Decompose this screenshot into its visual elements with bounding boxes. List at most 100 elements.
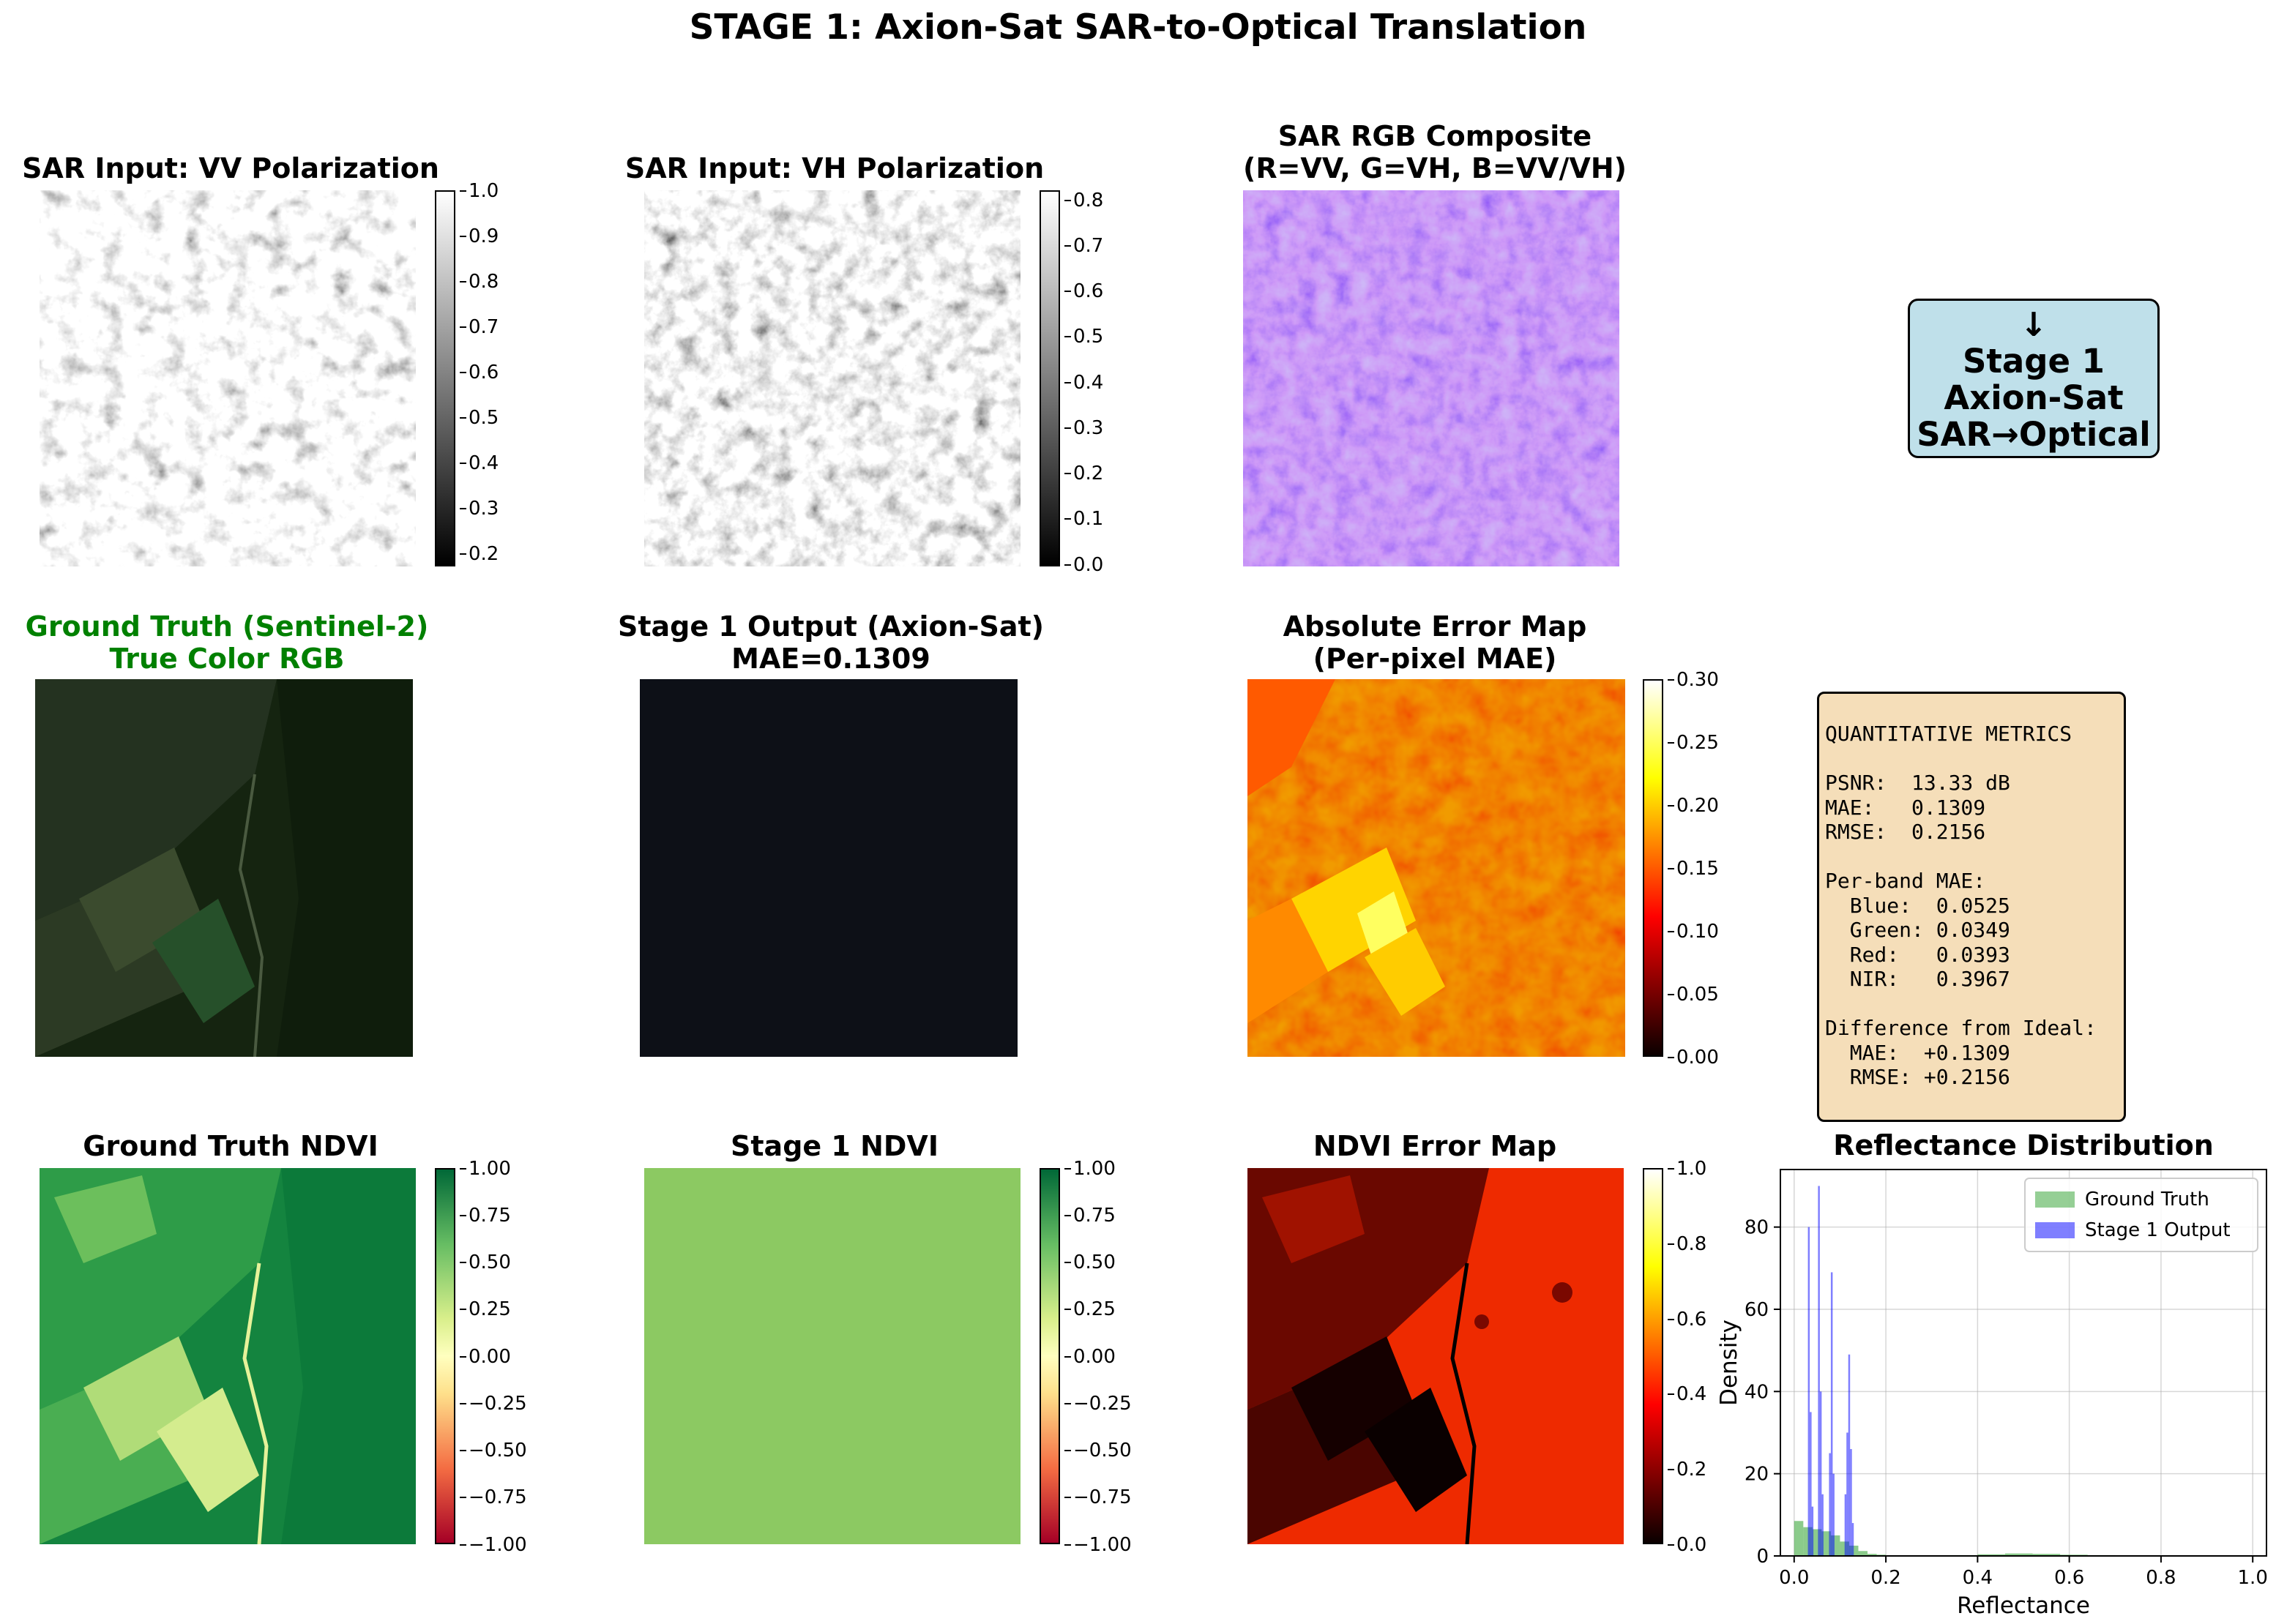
abs-err-tick: 0.00: [1668, 1047, 1719, 1069]
stage-box-line: Stage 1: [1963, 342, 2105, 381]
gt-ndvi-colorbar: [435, 1168, 455, 1544]
figure-title: STAGE 1: Axion-Sat SAR-to-Optical Transl…: [689, 7, 1587, 48]
stage1-output-bar: [1821, 1494, 1824, 1556]
vh-image: [644, 190, 1021, 566]
stage1-output-bar: [1819, 1391, 1822, 1556]
stage1-output-bar: [1850, 1448, 1852, 1556]
ndvi-err-tick: 0.2: [1667, 1459, 1707, 1481]
stage-1-box: ↓ Stage 1 Axion-Sat SAR→Optical: [1908, 299, 2160, 458]
x-tick-label: 0.6: [2054, 1567, 2084, 1589]
vh-colorbar: [1040, 190, 1060, 566]
abs-err-tick: 0.20: [1668, 795, 1719, 817]
s1-ndvi-tick: −0.25: [1064, 1393, 1132, 1415]
s1-ndvi-panel-title: Stage 1 NDVI: [731, 1130, 939, 1162]
rgb-title-line2: (R=VV, G=VH, B=VV/VH): [1242, 152, 1627, 184]
x-tick-label: 0.0: [1779, 1567, 1809, 1589]
vv-tick: 0.7: [459, 316, 499, 338]
stage1-output-bar: [1832, 1473, 1835, 1556]
gt-ndvi-tick: −0.75: [460, 1486, 527, 1508]
stage1-output-bar: [1829, 1453, 1831, 1556]
s1-ndvi-tick: −1.00: [1064, 1534, 1132, 1556]
vv-tick: 0.6: [459, 362, 499, 383]
abs-err-colorbar: [1643, 679, 1663, 1057]
vv-tick: 0.4: [459, 452, 499, 474]
x-tick-label: 1.0: [2238, 1567, 2268, 1589]
histogram-title: Reflectance Distribution: [1833, 1129, 2214, 1161]
stage1-output-image: [640, 679, 1018, 1057]
vv-panel-title: SAR Input: VV Polarization: [22, 152, 439, 184]
s1-ndvi-tick: −0.50: [1064, 1440, 1132, 1462]
stage1-output-bar: [1818, 1186, 1820, 1556]
plot-frame: [1780, 1169, 2267, 1557]
rgb-panel-title: SAR RGB Composite (R=VV, G=VH, B=VV/VH): [1142, 120, 1728, 184]
ndvi-err-tick: 0.6: [1667, 1309, 1707, 1331]
abs-err-tick: 0.05: [1668, 984, 1719, 1006]
stage-box-line: SAR→Optical: [1917, 415, 2151, 454]
vv-tick: 0.2: [459, 543, 499, 565]
gt-title-line1: Ground Truth (Sentinel-2): [25, 610, 429, 643]
ndvi-err-colorbar: [1643, 1168, 1663, 1544]
y-tick-label: 20: [1745, 1464, 1769, 1486]
y-tick-label: 60: [1745, 1299, 1769, 1321]
abs-err-title-line1: Absolute Error Map: [1283, 610, 1587, 643]
s1-ndvi-tick: 0.00: [1064, 1346, 1116, 1368]
metrics-line: NIR: 0.3967: [1825, 967, 2010, 991]
ground-truth-bar: [1794, 1521, 1804, 1556]
ndvi-error-map-image: [1247, 1168, 1624, 1544]
abs-err-title-line2: (Per-pixel MAE): [1313, 643, 1557, 675]
gt-ndvi-tick: −0.50: [460, 1440, 527, 1462]
gt-title-line2: True Color RGB: [109, 643, 345, 675]
ground-truth-bar: [2004, 1553, 2033, 1556]
stage1-output-bar: [1844, 1494, 1847, 1556]
gt-ndvi-tick: 0.25: [460, 1298, 511, 1320]
stage1-output-bar: [1807, 1227, 1810, 1556]
abs-err-tick: 0.30: [1668, 669, 1719, 691]
x-tick-label: 0.2: [1870, 1567, 1900, 1589]
metrics-line: [1825, 845, 2124, 869]
y-tick-label: 0: [1756, 1546, 1769, 1568]
stage1-output-bar: [1810, 1412, 1812, 1556]
vh-tick: 0.0: [1064, 554, 1104, 576]
ground-truth-bar: [1821, 1531, 1831, 1556]
vv-tick: 0.5: [459, 407, 499, 429]
stage1-output-bar: [1848, 1354, 1851, 1556]
gt-ndvi-panel-title: Ground Truth NDVI: [83, 1130, 378, 1162]
y-tick-label: 40: [1745, 1381, 1769, 1403]
metrics-line: RMSE: +0.2156: [1825, 1065, 2010, 1089]
metrics-line: Difference from Ideal:: [1825, 1016, 2097, 1040]
abs-err-panel-title: Absolute Error Map (Per-pixel MAE): [1201, 610, 1669, 675]
quantitative-metrics-box: QUANTITATIVE METRICS PSNR: 13.33 dB MAE: …: [1817, 692, 2126, 1122]
stage1-output-bar: [1846, 1432, 1848, 1556]
vv-tick: 0.9: [459, 225, 499, 247]
s1-ndvi-tick: 1.00: [1064, 1158, 1116, 1180]
vh-tick: 0.7: [1064, 235, 1104, 257]
legend-label: Stage 1 Output: [2085, 1219, 2231, 1241]
gt-ndvi-tick: 1.00: [460, 1158, 511, 1180]
down-arrow-icon: ↓: [2020, 305, 2048, 344]
abs-err-tick: 0.10: [1668, 921, 1719, 943]
ground-truth-bar: [2032, 1554, 2061, 1556]
metrics-line: Per-band MAE:: [1825, 869, 1986, 893]
vh-tick: 0.5: [1064, 326, 1104, 348]
ndvi-err-tick: 0.0: [1667, 1534, 1707, 1556]
stage1-output-bar: [1830, 1272, 1833, 1556]
rgb-title-line1: SAR RGB Composite: [1277, 120, 1592, 152]
legend-swatch: [2035, 1222, 2075, 1238]
gt-ndvi-tick: −1.00: [460, 1534, 527, 1556]
vh-tick: 0.8: [1064, 190, 1104, 212]
ground-truth-bar: [1977, 1554, 2005, 1556]
gt-ndvi-tick: 0.00: [460, 1346, 511, 1368]
ndvi-err-tick: 1.0: [1667, 1158, 1707, 1180]
metrics-line: QUANTITATIVE METRICS: [1825, 722, 2072, 746]
metrics-line: Green: 0.0349: [1825, 918, 2010, 942]
gt-ndvi-tick: 0.75: [460, 1205, 511, 1227]
ndvi-err-tick: 0.4: [1667, 1383, 1707, 1405]
stage1-title-line2: MAE=0.1309: [731, 643, 930, 675]
ground-truth-bar: [1858, 1551, 1868, 1556]
s1-ndvi-tick: 0.75: [1064, 1205, 1116, 1227]
vh-tick: 0.1: [1064, 508, 1104, 530]
legend-label: Ground Truth: [2085, 1189, 2209, 1210]
abs-err-tick: 0.15: [1668, 858, 1719, 880]
ground-truth-ndvi-image: [40, 1168, 416, 1544]
ndvi-err-panel-title: NDVI Error Map: [1313, 1130, 1557, 1162]
